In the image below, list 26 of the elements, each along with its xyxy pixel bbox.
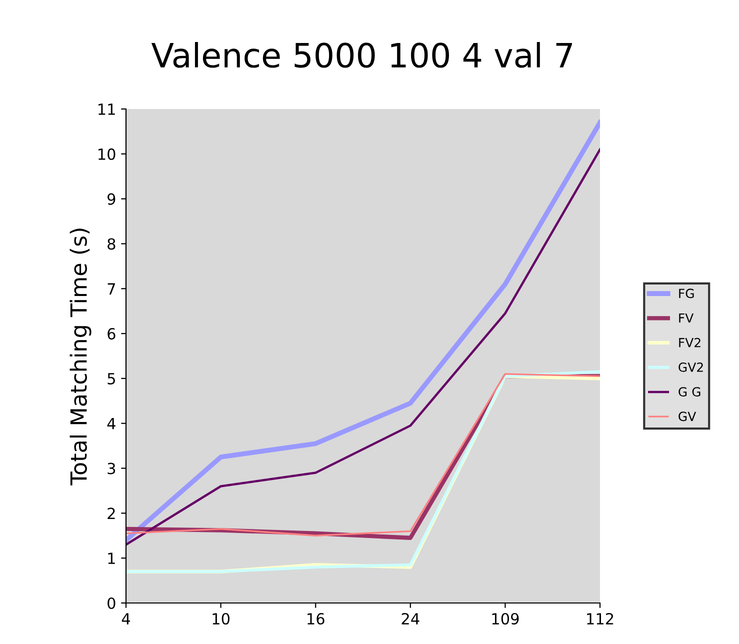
legend-label: GV2 bbox=[678, 362, 703, 372]
y-axis-title: Total Matching Time (s) bbox=[70, 228, 92, 486]
y-tick-label: 9 bbox=[108, 193, 116, 205]
x-tick-label: 4 bbox=[122, 613, 130, 624]
y-tick-label: 1 bbox=[108, 552, 115, 564]
legend-label: FG bbox=[679, 288, 694, 298]
y-tick-label: 6 bbox=[108, 328, 116, 340]
y-tick-label: 10 bbox=[98, 148, 116, 160]
legend-label: G G bbox=[678, 387, 700, 397]
x-tick-label: 24 bbox=[402, 612, 420, 624]
x-tick-label: 112 bbox=[587, 612, 614, 624]
chart-title: Valence 5000 100 4 val 7 bbox=[151, 42, 572, 68]
y-tick-label: 8 bbox=[108, 238, 116, 250]
y-tick-label: 0 bbox=[108, 597, 116, 610]
y-tick-label: 11 bbox=[98, 104, 115, 115]
y-tick-label: 3 bbox=[108, 462, 116, 474]
legend-label: GV bbox=[678, 412, 696, 422]
legend-label: FV2 bbox=[679, 338, 700, 348]
x-tick-label: 16 bbox=[308, 612, 324, 625]
y-tick-label: 7 bbox=[108, 283, 115, 294]
y-tick-label: 5 bbox=[108, 373, 115, 384]
legend-label: FV bbox=[679, 313, 694, 323]
y-tick-label: 2 bbox=[108, 508, 115, 519]
x-tick-label: 10 bbox=[212, 612, 230, 625]
x-tick-label: 109 bbox=[492, 612, 519, 625]
y-tick-label: 4 bbox=[107, 418, 116, 430]
